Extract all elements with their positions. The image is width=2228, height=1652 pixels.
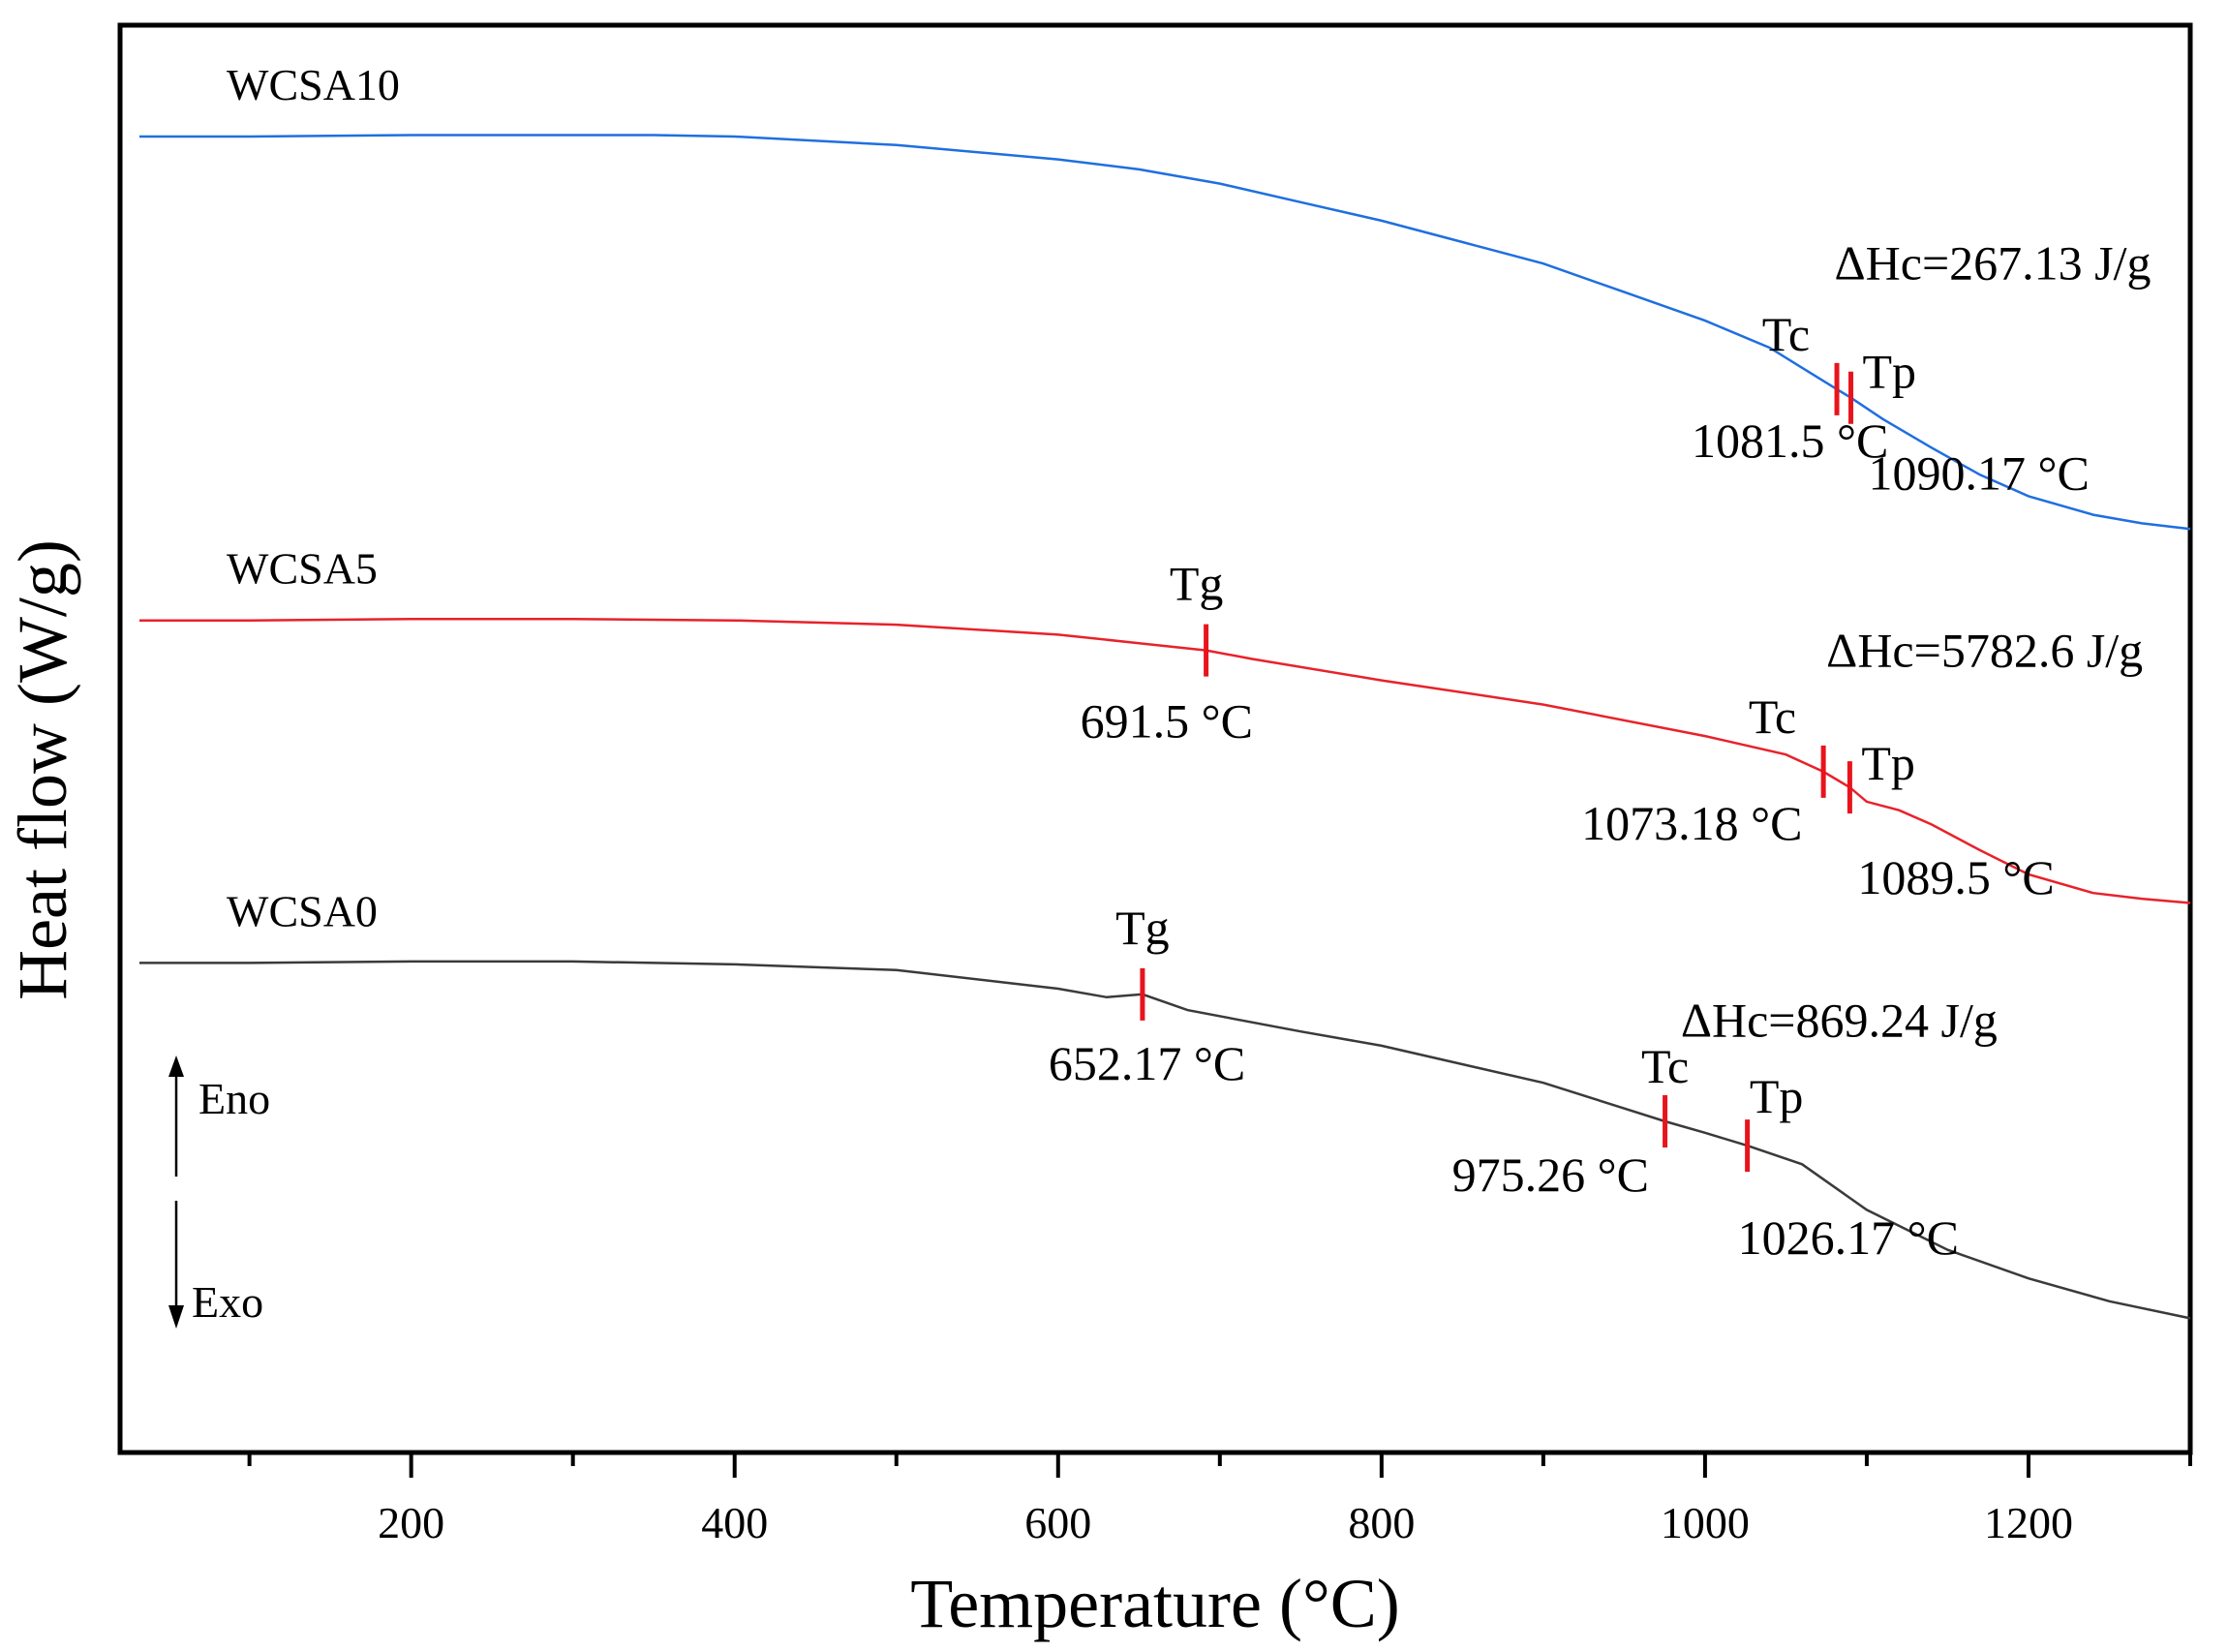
x-tick-label-200: 200 [378,1498,444,1547]
y-axis-title: Heat flow (W/g) [4,539,81,1000]
x-tick-label-400: 400 [701,1498,768,1547]
marker-value-wcsa5-tg: 691.5 °C [1081,694,1253,749]
series-label-wcsa10: WCSA10 [227,60,400,109]
marker-label-wcsa5-tc: Tc [1749,689,1796,744]
marker-label-wcsa0-tg: Tg [1115,901,1170,955]
x-tick-label-1000: 1000 [1661,1498,1750,1547]
exo-label: Exo [192,1277,263,1327]
x-axis-tick-labels: 200 400 600 800 1000 1200 [378,1498,2073,1547]
annotation-layer: Tc 1081.5 °C Tp 1090.17 °C ΔHc=267.13 J/g Tg 6… [1049,235,2152,1265]
enthalpy-label-wcsa10: ΔHc=267.13 J/g [1835,235,2152,290]
series-line-wcsa5 [139,617,2191,904]
marker-label-wcsa0-tc: Tc [1641,1039,1689,1093]
eno-arrow-head [168,1055,184,1077]
x-tick-label-1200: 1200 [1984,1498,2073,1547]
marker-value-wcsa10-tp: 1090.17 °C [1869,446,2090,501]
plot-frame [117,22,2193,1455]
exo-arrow-head [168,1305,184,1329]
direction-indicator: Eno Exo [168,1055,270,1329]
x-tick-label-800: 800 [1348,1498,1415,1547]
series-layer: WCSA10 WCSA5 WCSA0 [139,60,2191,1320]
enthalpy-label-wcsa0: ΔHc=869.24 J/g [1681,994,1998,1048]
enthalpy-label-wcsa5: ΔHc=5782.6 J/g [1826,624,2143,678]
marker-label-wcsa5-tg: Tg [1170,557,1224,611]
x-axis-title: Temperature (°C) [910,1565,1400,1642]
marker-label-wcsa10-tc: Tc [1762,307,1810,361]
marker-label-wcsa5-tp: Tp [1861,736,1915,790]
marker-value-wcsa0-tp: 1026.17 °C [1738,1210,1959,1265]
series-line-wcsa10 [139,134,2191,531]
marker-label-wcsa0-tp: Tp [1750,1069,1804,1123]
series-line-wcsa0 [139,960,2191,1320]
marker-value-wcsa5-tp: 1089.5 °C [1857,850,2054,904]
series-label-wcsa5: WCSA5 [227,544,378,594]
marker-value-wcsa10-tc: 1081.5 °C [1692,413,1888,468]
series-label-wcsa0: WCSA0 [227,886,378,935]
eno-label: Eno [198,1074,270,1123]
marker-value-wcsa0-tc: 975.26 °C [1452,1147,1649,1202]
marker-label-wcsa10-tp: Tp [1863,345,1917,399]
x-tick-label-600: 600 [1024,1498,1091,1547]
x-axis-ticks [247,1453,2192,1478]
marker-value-wcsa5-tc: 1073.18 °C [1581,796,1802,850]
marker-value-wcsa0-tg: 652.17 °C [1049,1036,1245,1090]
